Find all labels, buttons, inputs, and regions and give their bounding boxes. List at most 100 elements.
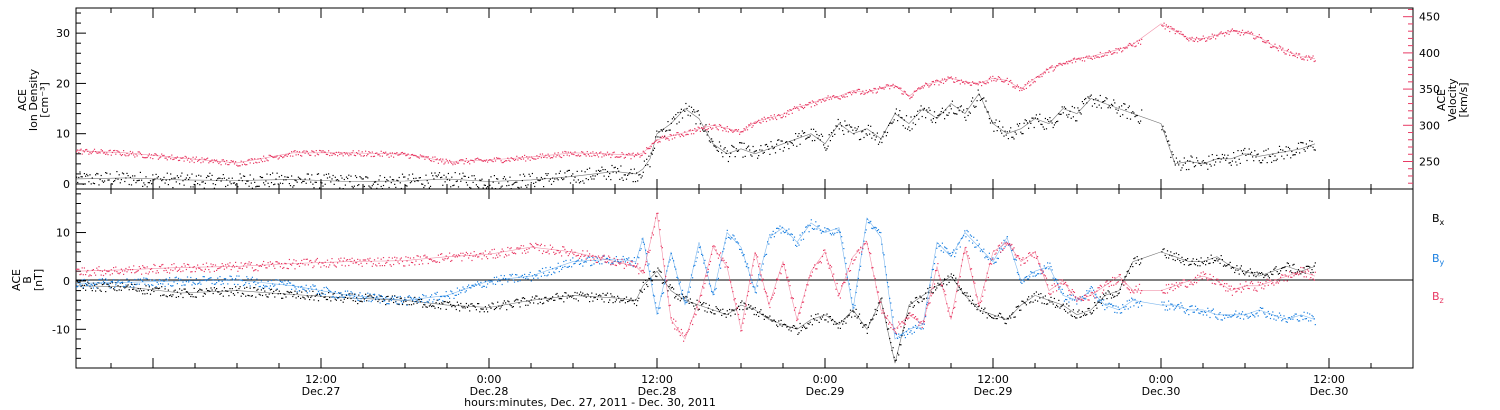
data-point-ion-density bbox=[730, 152, 732, 154]
data-point-ion-density bbox=[1296, 147, 1298, 149]
data-point-by bbox=[1104, 309, 1106, 311]
data-point-velocity bbox=[956, 80, 958, 82]
data-point-by bbox=[400, 300, 402, 303]
data-point-bx bbox=[768, 317, 770, 319]
data-point-velocity bbox=[835, 96, 837, 98]
data-point-by bbox=[559, 265, 561, 267]
data-point-by bbox=[818, 225, 820, 227]
data-point-bx bbox=[425, 306, 427, 308]
x-tick-label-time: 12:00 bbox=[1313, 373, 1345, 386]
data-point-bx bbox=[483, 311, 485, 313]
data-point-ion-density bbox=[697, 110, 699, 112]
data-point-velocity bbox=[232, 160, 234, 162]
data-point-velocity bbox=[732, 131, 734, 133]
data-point-by bbox=[1031, 271, 1033, 274]
data-point-velocity bbox=[1281, 49, 1283, 51]
data-point-bz bbox=[181, 265, 183, 268]
data-point-bz bbox=[277, 262, 279, 264]
data-point-velocity bbox=[524, 154, 526, 156]
data-point-velocity bbox=[1001, 80, 1003, 82]
data-point-velocity bbox=[221, 159, 223, 161]
data-point-bx bbox=[248, 295, 250, 297]
data-point-bx bbox=[913, 305, 915, 307]
data-point-bx bbox=[102, 283, 105, 285]
data-point-ion-density bbox=[180, 175, 182, 177]
data-point-bx bbox=[221, 290, 223, 292]
data-point-by bbox=[200, 283, 202, 285]
data-point-bx bbox=[770, 319, 772, 321]
data-point-ion-density bbox=[352, 187, 354, 189]
data-point-ion-density bbox=[457, 186, 460, 188]
data-point-ion-density bbox=[773, 147, 775, 149]
data-point-bx bbox=[558, 298, 560, 300]
data-point-by bbox=[1097, 300, 1099, 302]
data-point-ion-density bbox=[1291, 150, 1293, 153]
data-point-ion-density bbox=[646, 158, 648, 160]
data-point-ion-density bbox=[141, 179, 143, 181]
data-point-ion-density bbox=[388, 186, 390, 189]
data-point-ion-density bbox=[521, 180, 523, 182]
data-point-bx bbox=[1184, 259, 1186, 261]
data-point-velocity bbox=[79, 149, 81, 151]
data-point-bx bbox=[578, 293, 581, 295]
data-point-bx bbox=[534, 297, 536, 299]
data-point-bx bbox=[396, 296, 398, 299]
data-point-ion-density bbox=[1241, 152, 1244, 154]
data-point-by bbox=[80, 285, 82, 287]
data-point-ion-density bbox=[770, 141, 772, 143]
data-point-velocity bbox=[922, 87, 924, 89]
data-point-by bbox=[851, 297, 853, 299]
data-point-bx bbox=[1051, 301, 1053, 303]
data-point-ion-density bbox=[399, 182, 401, 184]
data-point-bx bbox=[983, 309, 985, 311]
data-point-velocity bbox=[848, 91, 850, 93]
data-point-ion-density bbox=[97, 173, 99, 175]
data-point-bx bbox=[617, 295, 619, 297]
data-point-ion-density bbox=[393, 179, 395, 181]
data-point-bx bbox=[349, 293, 351, 295]
data-point-ion-density bbox=[365, 176, 367, 178]
data-point-ion-density bbox=[633, 168, 635, 170]
data-point-by bbox=[951, 251, 953, 253]
data-point-ion-density bbox=[335, 179, 337, 181]
data-point-velocity bbox=[78, 151, 80, 154]
data-point-velocity bbox=[936, 79, 938, 81]
data-point-ion-density bbox=[195, 175, 197, 177]
data-point-velocity bbox=[386, 154, 388, 156]
data-point-bx bbox=[731, 309, 733, 311]
data-point-ion-density bbox=[1128, 105, 1130, 107]
data-point-ion-density bbox=[566, 170, 568, 172]
data-point-bz bbox=[527, 251, 529, 253]
data-point-by bbox=[871, 227, 873, 229]
data-point-ion-density bbox=[354, 175, 357, 177]
data-point-ion-density bbox=[1068, 113, 1070, 116]
data-point-by bbox=[165, 278, 167, 280]
data-point-velocity bbox=[731, 130, 733, 132]
data-point-bz bbox=[497, 256, 499, 258]
data-point-ion-density bbox=[1113, 99, 1115, 101]
data-point-bz bbox=[358, 264, 360, 266]
data-point-by bbox=[354, 293, 357, 295]
data-point-ion-density bbox=[137, 179, 139, 182]
data-point-by bbox=[257, 282, 259, 284]
data-point-bz bbox=[528, 248, 530, 250]
data-point-by bbox=[1278, 312, 1281, 314]
data-point-bz bbox=[462, 252, 464, 254]
data-point-by bbox=[166, 279, 168, 281]
data-point-velocity bbox=[171, 154, 173, 156]
data-point-by bbox=[717, 277, 719, 279]
data-point-velocity bbox=[1286, 50, 1288, 52]
data-point-ion-density bbox=[222, 174, 224, 176]
data-point-bx bbox=[862, 326, 864, 328]
data-point-bx bbox=[87, 281, 89, 283]
data-point-by bbox=[463, 288, 465, 290]
data-point-by bbox=[1227, 316, 1229, 318]
data-point-bx bbox=[745, 308, 747, 310]
data-point-ion-density bbox=[93, 183, 96, 185]
data-point-bz bbox=[139, 267, 141, 270]
data-point-bz bbox=[261, 263, 264, 265]
data-point-velocity bbox=[441, 161, 443, 163]
data-point-bx bbox=[780, 319, 782, 321]
data-point-velocity bbox=[983, 82, 985, 84]
data-point-bx bbox=[387, 295, 389, 297]
